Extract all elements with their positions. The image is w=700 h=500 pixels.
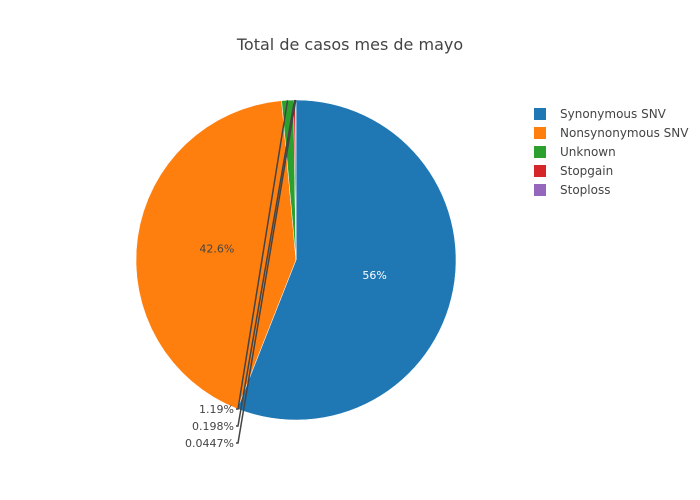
- pie-label-nonsynonymous-snv: 42.6%: [199, 243, 234, 256]
- pie-label-stoploss: 0.0447%: [185, 437, 234, 450]
- chart-title: Total de casos mes de mayo: [236, 35, 463, 54]
- pie-leader-unknown: [236, 100, 289, 410]
- legend-swatch-unknown[interactable]: [534, 146, 546, 158]
- legend-label-unknown[interactable]: Unknown: [560, 145, 616, 159]
- legend-swatch-nonsynonymous-snv[interactable]: [534, 127, 546, 139]
- pie-label-synonymous-snv: 56%: [362, 269, 386, 282]
- pie-slices: [135, 99, 457, 421]
- pie-slice-synonymous-snv: [236, 99, 457, 421]
- pie-label-unknown: 1.19%: [199, 403, 234, 416]
- legend: Synonymous SNV Nonsynonymous SNV Unknown St…: [534, 107, 689, 197]
- legend-label-stoploss[interactable]: Stoploss: [560, 183, 610, 197]
- legend-label-synonymous-snv[interactable]: Synonymous SNV: [560, 107, 667, 121]
- pie-leader-stoploss: [236, 99, 297, 444]
- pie-leader-stopgain: [236, 99, 296, 427]
- pie-label-stopgain: 0.198%: [192, 420, 234, 433]
- legend-swatch-stoploss[interactable]: [534, 184, 546, 196]
- pie-labels: 56% 42.6% 1.19% 0.198% 0.0447%: [185, 99, 387, 450]
- legend-swatch-stopgain[interactable]: [534, 165, 546, 177]
- legend-label-stopgain[interactable]: Stopgain: [560, 164, 613, 178]
- legend-swatch-synonymous-snv[interactable]: [534, 108, 546, 120]
- legend-label-nonsynonymous-snv[interactable]: Nonsynonymous SNV: [560, 126, 689, 140]
